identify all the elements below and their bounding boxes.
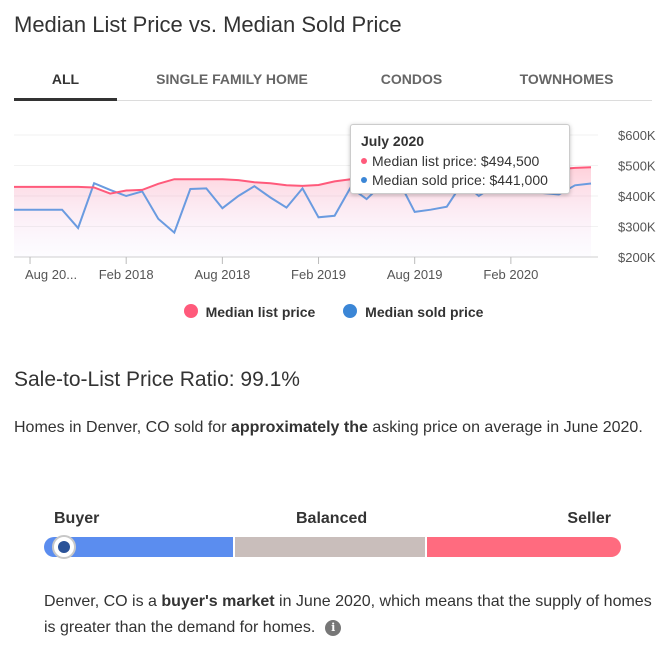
market-prefix: Denver, CO is a — [44, 593, 162, 610]
balanced-segment — [235, 537, 425, 557]
y-tick-label: $600K — [618, 128, 656, 143]
sale-to-list-ratio: Sale-to-List Price Ratio: 99.1% — [14, 368, 300, 391]
list-legend-dot-icon — [183, 304, 198, 319]
tab-single-family-home[interactable]: SINGLE FAMILY HOME — [156, 71, 308, 87]
x-tick-label: Aug 20... — [25, 267, 77, 282]
tooltip-title: July 2020 — [361, 133, 425, 149]
x-tick-label: Feb 2020 — [483, 267, 538, 282]
chart-tooltip: July 2020 Median list price: $494,500 Me… — [350, 124, 570, 194]
tab-all[interactable]: ALL — [14, 58, 117, 101]
legend-item-sold-price[interactable]: Median sold price — [343, 304, 483, 320]
tooltip-list-row: Median list price: $494,500 — [361, 152, 559, 171]
info-icon[interactable]: i — [325, 619, 342, 636]
seller-label: Seller — [567, 510, 611, 527]
x-axis: Aug 20... Feb 2018 Aug 2018 Feb 2019 Aug 201… — [25, 257, 538, 282]
tooltip-sold-text: Median sold price: $441,000 — [372, 172, 548, 188]
summary-suffix: asking price on average in June 2020. — [367, 419, 643, 436]
market-description: Denver, CO is a buyer's market in June 2… — [44, 589, 654, 641]
tab-townhomes[interactable]: TOWNHOMES — [519, 71, 614, 87]
x-tick-label: Feb 2019 — [291, 267, 346, 282]
balanced-label: Balanced — [296, 510, 368, 527]
y-axis: $200K $300K $400K $500K $600K — [618, 128, 656, 265]
buyer-label: Buyer — [54, 510, 100, 527]
sold-legend-dot-icon — [343, 304, 358, 319]
legend-sold-label: Median sold price — [365, 304, 484, 320]
y-tick-label: $500K — [618, 159, 656, 174]
y-tick-label: $300K — [618, 220, 656, 235]
x-tick-label: Aug 2018 — [195, 267, 251, 282]
legend-item-list-price[interactable]: Median list price — [183, 304, 316, 320]
marker-dot — [58, 541, 70, 553]
page-title: Median List Price vs. Median Sold Price — [14, 12, 402, 37]
market-meter — [44, 535, 621, 559]
list-dot-icon — [361, 158, 367, 165]
y-tick-label: $400K — [618, 189, 656, 204]
chart-legend: Median list price Median sold price — [0, 304, 667, 320]
market-position-marker — [52, 535, 76, 559]
x-tick-label: Aug 2019 — [387, 267, 443, 282]
sale-summary: Homes in Denver, CO sold for approximate… — [14, 415, 654, 441]
buyer-segment — [44, 537, 233, 557]
tooltip-sold-row: Median sold price: $441,000 — [361, 171, 559, 190]
tab-condos[interactable]: CONDOS — [380, 71, 443, 87]
seller-segment — [427, 537, 621, 557]
tooltip-list-text: Median list price: $494,500 — [372, 153, 540, 169]
legend-list-label: Median list price — [205, 304, 316, 320]
x-tick-label: Feb 2018 — [99, 267, 154, 282]
market-suffix: in June 2020, which means that the suppl… — [44, 593, 652, 636]
summary-bold: approximately the — [230, 419, 368, 436]
market-meter-labels: Buyer Balanced Seller — [44, 510, 621, 530]
property-type-tabs: ALL SINGLE FAMILY HOME CONDOS TOWNHOMES — [14, 58, 652, 101]
market-bold: buyer's market — [161, 593, 275, 610]
summary-prefix: Homes in Denver, CO sold for — [14, 419, 231, 436]
y-tick-label: $200K — [618, 250, 656, 265]
sold-dot-icon — [361, 177, 367, 184]
